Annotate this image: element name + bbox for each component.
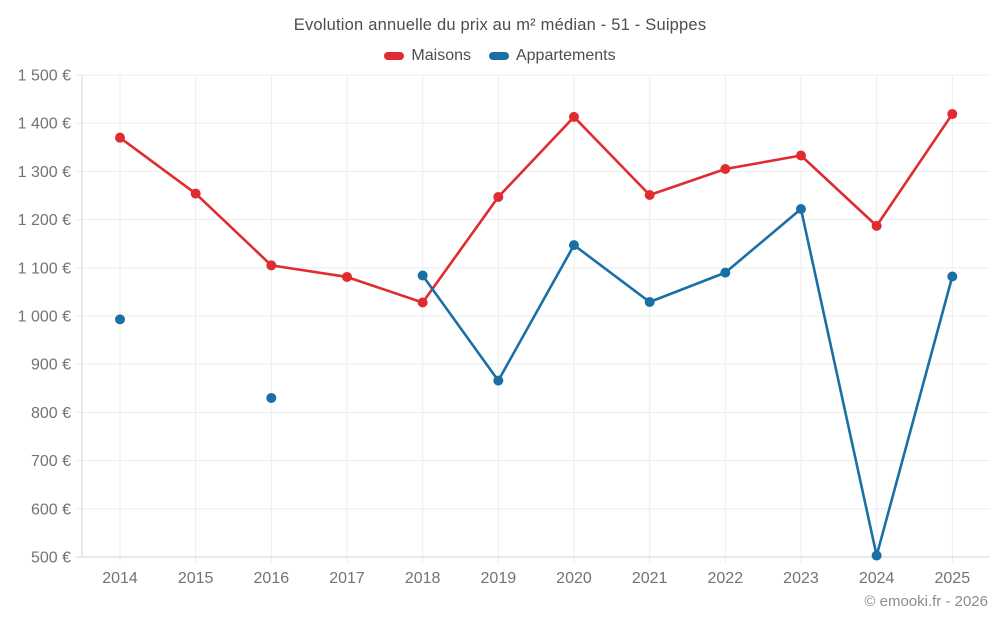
y-axis-tick-label: 800 € — [31, 405, 71, 422]
chart-legend: Maisons Appartements — [0, 47, 1000, 65]
appartements-legend-swatch — [488, 52, 509, 60]
x-axis-tick-label: 2017 — [329, 570, 365, 587]
data-point-maisons[interactable] — [493, 191, 504, 202]
data-point-maisons[interactable] — [568, 111, 579, 122]
maisons-legend-label: Maisons — [411, 47, 471, 64]
y-axis-tick-label: 1 100 € — [18, 260, 71, 277]
y-axis-tick-label: 1 200 € — [18, 212, 71, 229]
data-point-appartements[interactable] — [871, 550, 882, 561]
appartements-legend-label: Appartements — [515, 47, 616, 64]
data-point-maisons[interactable] — [947, 109, 958, 120]
series-line-maisons — [118, 112, 954, 304]
y-axis-tick-label: 1 300 € — [18, 164, 71, 181]
x-axis-tick-label: 2024 — [859, 570, 895, 587]
data-point-appartements[interactable] — [266, 392, 277, 403]
x-axis-tick-label: 2021 — [632, 570, 668, 587]
x-axis-tick-label: 2020 — [556, 570, 592, 587]
y-axis-tick-label: 1 000 € — [18, 309, 71, 326]
y-axis-tick-label: 900 € — [31, 357, 71, 374]
data-point-appartements[interactable] — [720, 267, 731, 278]
data-point-appartements[interactable] — [947, 271, 958, 282]
data-point-maisons[interactable] — [417, 297, 428, 308]
data-point-maisons[interactable] — [871, 220, 882, 231]
x-axis-tick-label: 2019 — [481, 570, 517, 587]
data-point-appartements[interactable] — [115, 314, 125, 325]
data-point-appartements[interactable] — [417, 270, 428, 281]
x-axis-tick-label: 2014 — [102, 570, 138, 587]
copyright-watermark: © emooki.fr - 2026 — [864, 593, 988, 610]
y-axis-tick-label: 1 400 € — [18, 116, 71, 133]
chart-title: Evolution annuelle du prix au m² médian … — [293, 16, 707, 34]
data-point-maisons[interactable] — [266, 260, 277, 271]
x-axis-tick-label: 2018 — [405, 570, 441, 587]
data-point-maisons[interactable] — [644, 190, 655, 201]
legend-item-appartements[interactable]: Appartements — [488, 47, 616, 65]
x-axis-tick-label: 2023 — [783, 570, 819, 587]
data-point-maisons[interactable] — [341, 271, 352, 282]
data-point-maisons[interactable] — [115, 132, 125, 143]
data-point-appartements[interactable] — [795, 203, 806, 214]
data-point-appartements[interactable] — [644, 297, 655, 308]
y-axis-tick-label: 500 € — [31, 550, 71, 567]
legend-item-maisons[interactable]: Maisons — [384, 47, 471, 65]
x-axis-tick-label: 2015 — [178, 570, 214, 587]
series-line-appartements — [421, 207, 954, 557]
data-point-maisons[interactable] — [190, 188, 201, 199]
y-axis-tick-label: 700 € — [31, 453, 71, 470]
data-point-appartements[interactable] — [568, 240, 579, 251]
y-axis-tick-label: 600 € — [31, 501, 71, 518]
maisons-legend-swatch — [384, 52, 405, 60]
data-point-maisons[interactable] — [720, 163, 731, 174]
y-axis-tick-label: 1 500 € — [18, 68, 71, 85]
x-axis-tick-label: 2025 — [935, 570, 971, 587]
x-axis-tick-label: 2022 — [708, 570, 744, 587]
data-point-maisons[interactable] — [795, 150, 806, 161]
data-point-appartements[interactable] — [493, 375, 504, 386]
x-axis-tick-label: 2016 — [254, 570, 290, 587]
